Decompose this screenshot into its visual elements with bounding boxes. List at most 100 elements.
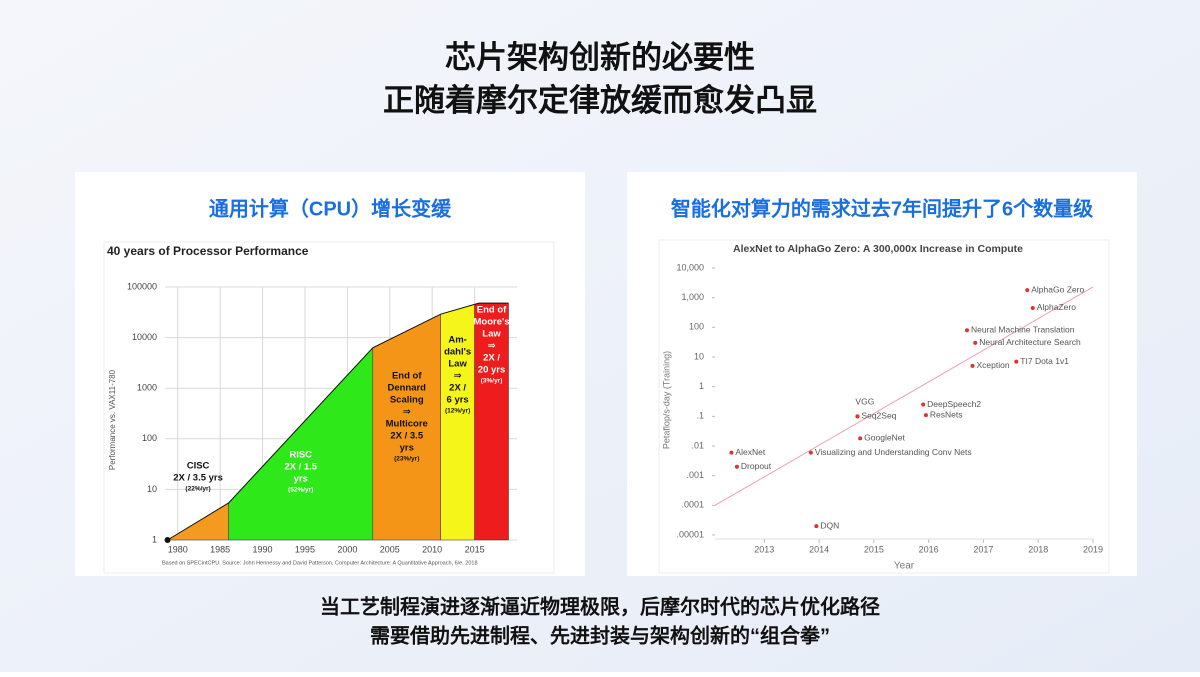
region-label: Dennard — [387, 383, 426, 394]
point-label: Dropout — [741, 461, 772, 471]
data-point — [965, 328, 969, 333]
point-label: Seq2Seq — [861, 411, 896, 421]
region-label: End of — [392, 371, 422, 382]
region-label: CISC — [187, 461, 210, 472]
region-label: Am- — [448, 335, 466, 346]
y-axis-label: Petaflop/s-day (Training) — [661, 351, 671, 449]
data-point — [923, 413, 928, 418]
region-label: ⇒ — [488, 341, 496, 352]
region-rate: (3%/yr) — [481, 378, 503, 385]
region-label: 2X / — [483, 353, 500, 364]
region-label: End of — [477, 305, 507, 316]
source-note: Based on SPECintCPU. Source: John Hennes… — [162, 560, 478, 566]
region-label: Law — [482, 329, 501, 340]
x-tick-label: 2005 — [380, 544, 400, 554]
y-tick-label: 1 — [152, 534, 157, 544]
title: 芯片架构创新的必要性 — [445, 40, 755, 75]
y-tick-label: 10000 — [132, 332, 157, 342]
y-tick-label: 100 — [142, 433, 157, 443]
region-label: ⇒ — [454, 371, 462, 382]
point-label: VGG — [855, 397, 874, 407]
y-tick-label: .01 — [691, 440, 704, 450]
y-tick-label: .001 — [686, 470, 704, 480]
y-tick-label: 10,000 — [676, 262, 704, 272]
footer-text: 当工艺制程演进逐渐逼近物理极限，后摩尔时代的芯片优化路径 — [320, 594, 880, 618]
region-rate: (12%/yr) — [445, 408, 470, 415]
chart-frame — [658, 239, 1110, 574]
y-tick-label: 100 — [689, 322, 704, 332]
data-point — [814, 524, 819, 529]
panel-heading: 通用计算（CPU）增长变缓 — [209, 196, 452, 220]
point-label: AlphaZero — [1037, 302, 1076, 312]
region-label: dahl's — [444, 347, 471, 358]
region-label: 2X / — [449, 383, 466, 394]
region-rate: (22%/yr) — [185, 486, 210, 493]
data-point — [1030, 305, 1035, 310]
y-tick-label: .00001 — [676, 529, 704, 539]
data-point — [734, 464, 739, 469]
region-label: Law — [448, 359, 467, 370]
point-label: GoogleNet — [864, 433, 905, 443]
data-point — [1025, 288, 1030, 293]
region-label: 20 yrs — [478, 365, 505, 376]
data-point — [858, 436, 863, 441]
title: 正随着摩尔定律放缓而愈发凸显 — [383, 83, 817, 118]
point-label: Neural Architecture Search — [979, 337, 1081, 347]
x-axis-label: Year — [894, 561, 915, 572]
performance-line — [167, 302, 509, 541]
data-point — [973, 340, 978, 345]
point-label: AlexNet — [735, 447, 765, 457]
data-point — [970, 363, 975, 368]
y-axis-label: Performance vs. VAX11-780 — [108, 369, 117, 470]
x-tick-label: 2000 — [337, 544, 357, 554]
data-point — [921, 402, 926, 407]
point-label: Neural Machine Translation — [971, 324, 1075, 334]
point-label: Visualizing and Understanding Conv Nets — [815, 447, 972, 457]
region-label: yrs — [294, 474, 308, 485]
trend-line — [714, 286, 1094, 506]
y-tick-label: .1 — [696, 411, 704, 421]
region-label: ⇒ — [403, 407, 411, 418]
x-tick-label: 2019 — [1083, 544, 1103, 554]
data-point — [729, 450, 734, 455]
y-tick-label: 1000 — [137, 383, 157, 393]
x-tick-label: 1980 — [168, 544, 188, 554]
panel-heading: 智能化对算力的需求过去7年间提升了6个数量级 — [671, 196, 1093, 220]
x-tick-label: 2013 — [754, 544, 774, 554]
point-label: ResNets — [930, 409, 963, 419]
x-tick-label: 1985 — [210, 544, 230, 554]
region-label: Moore's — [474, 317, 510, 328]
region-label: Scaling — [390, 395, 424, 406]
region-rate: (52%/yr) — [288, 487, 313, 494]
region-label: 2X / 3.5 — [390, 431, 423, 442]
region-label: 6 yrs — [447, 395, 469, 406]
x-tick-label: 2015 — [864, 544, 884, 554]
data-point — [1014, 359, 1019, 364]
chart-title: AlexNet to AlphaGo Zero: A 300,000x Incr… — [733, 243, 1023, 255]
x-tick-label: 1995 — [295, 544, 315, 554]
region-label: yrs — [400, 443, 414, 454]
region-label: 2X / 3.5 yrs — [173, 473, 223, 484]
y-tick-label: 100000 — [127, 281, 157, 291]
y-tick-label: 10 — [694, 351, 704, 361]
region-label: Multicore — [386, 419, 428, 430]
y-tick-label: 1,000 — [681, 292, 704, 302]
point-label: DeepSpeech2 — [927, 399, 981, 409]
region-rate: (23%/yr) — [394, 456, 419, 463]
x-tick-label: 1990 — [253, 544, 273, 554]
x-tick-label: 2016 — [919, 544, 939, 554]
point-label: Xception — [976, 360, 1009, 370]
x-tick-label: 2015 — [465, 544, 485, 554]
chart-title: 40 years of Processor Performance — [107, 244, 309, 258]
y-tick-label: 10 — [147, 484, 157, 494]
x-tick-label: 2010 — [422, 544, 442, 554]
chart: AlexNet to AlphaGo Zero: A 300,000x Incr… — [661, 243, 1103, 572]
data-point — [855, 414, 860, 419]
x-tick-label: 2018 — [1028, 544, 1048, 554]
chart: 40 years of Processor Performance Perform… — [107, 244, 517, 566]
y-tick-label: .0001 — [681, 500, 704, 510]
data-point — [808, 450, 813, 455]
region-label: RISC — [289, 450, 312, 461]
point-label: AlphaGo Zero — [1031, 284, 1084, 294]
